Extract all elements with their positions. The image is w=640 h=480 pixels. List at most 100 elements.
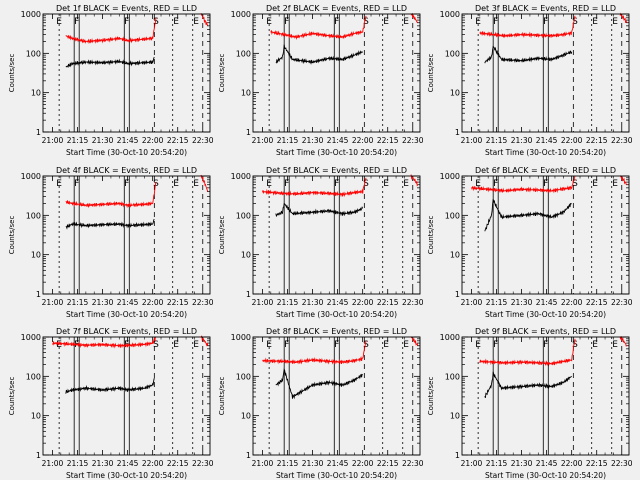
x-tick-label: 22:15 <box>377 298 399 307</box>
y-tick-label: 10 <box>241 89 251 98</box>
y-tick-label: 10 <box>450 412 460 421</box>
x-tick-label: 22:15 <box>377 136 399 145</box>
y-tick-label: 1 <box>455 128 460 137</box>
interval-marker-label: E <box>383 17 389 27</box>
x-tick-label: 22:30 <box>402 459 424 468</box>
interval-marker-label: E <box>592 179 598 189</box>
chart-panel-3: Det 3f BLACK = Events, RED = LLD Counts/s… <box>427 4 633 157</box>
x-tick-label: 21:45 <box>327 298 349 307</box>
chart-title: Det 1f BLACK = Events, RED = LLD <box>56 4 197 13</box>
chart-title: Det 9f BLACK = Events, RED = LLD <box>475 327 616 336</box>
interval-marker-label: E <box>56 17 62 27</box>
chart-panel-7: Det 7f BLACK = Events, RED = LLD Counts/s… <box>8 327 214 480</box>
y-tick-label: 10 <box>241 251 251 260</box>
x-tick-label: 22:00 <box>561 136 583 145</box>
x-tick-label: 21:15 <box>67 298 89 307</box>
chart-title: Det 2f BLACK = Events, RED = LLD <box>266 4 407 13</box>
interval-marker-label: E <box>403 17 409 27</box>
x-tick-label: 21:45 <box>536 459 558 468</box>
y-axis-label: Counts/sec <box>427 216 435 255</box>
y-tick-label: 1 <box>36 128 41 137</box>
interval-marker-label: E <box>266 17 272 27</box>
y-tick-label: 1000 <box>21 333 41 342</box>
interval-marker-label: S <box>153 17 159 27</box>
interval-marker-label: F <box>284 340 289 350</box>
interval-marker-label: E <box>173 179 179 189</box>
y-tick-label: 1000 <box>440 333 460 342</box>
x-tick-label: 21:15 <box>277 298 299 307</box>
interval-marker-label: E <box>173 340 179 350</box>
x-axis-label: Start Time (30-Oct-10 20:54:20) <box>485 310 606 319</box>
interval-marker-label: E <box>612 340 618 350</box>
interval-marker-label: E <box>383 179 389 189</box>
x-tick-label: 21:00 <box>461 298 483 307</box>
y-axis-label: Counts/sec <box>8 377 16 416</box>
interval-marker-label: F <box>284 179 289 189</box>
x-tick-label: 21:30 <box>92 136 114 145</box>
y-tick-label: 1 <box>455 451 460 460</box>
x-tick-label: 21:00 <box>42 298 64 307</box>
interval-marker-label: S <box>153 179 159 189</box>
x-tick-label: 22:15 <box>167 459 189 468</box>
lld-line <box>471 175 576 194</box>
chart-title: Det 6f BLACK = Events, RED = LLD <box>475 166 616 175</box>
x-tick-label: 22:15 <box>167 136 189 145</box>
interval-marker-label: F <box>493 340 498 350</box>
x-tick-label: 22:30 <box>611 136 633 145</box>
interval-marker-label: F <box>543 17 548 27</box>
y-tick-label: 10 <box>241 412 251 421</box>
lld-line <box>479 15 576 39</box>
interval-marker-label: F <box>124 179 129 189</box>
x-tick-label: 21:45 <box>117 298 139 307</box>
y-axis-label: Counts/sec <box>8 216 16 255</box>
plot-frame <box>42 13 211 133</box>
interval-marker-label: E <box>612 179 618 189</box>
x-tick-label: 22:30 <box>192 298 214 307</box>
y-tick-label: 1000 <box>231 172 251 181</box>
y-tick-label: 1 <box>246 128 251 137</box>
x-tick-label: 21:15 <box>277 136 299 145</box>
lld-line <box>65 17 157 44</box>
interval-marker-label: E <box>383 340 389 350</box>
x-axis-label: Start Time (30-Oct-10 20:54:20) <box>485 471 606 480</box>
chart-title: Det 5f BLACK = Events, RED = LLD <box>266 166 407 175</box>
y-tick-label: 100 <box>236 211 251 220</box>
plot-frame <box>252 13 421 133</box>
chart-panel-5: Det 5f BLACK = Events, RED = LLD Counts/s… <box>218 166 424 319</box>
plot-frame <box>252 336 421 456</box>
x-axis-label: Start Time (30-Oct-10 20:54:20) <box>66 471 187 480</box>
x-axis-label: Start Time (30-Oct-10 20:54:20) <box>276 471 397 480</box>
y-tick-label: 1000 <box>21 10 41 19</box>
interval-marker-label: F <box>334 17 339 27</box>
x-tick-label: 22:00 <box>142 136 164 145</box>
x-tick-label: 21:15 <box>486 136 508 145</box>
interval-marker-label: F <box>493 17 498 27</box>
x-tick-label: 21:30 <box>511 298 533 307</box>
x-tick-label: 21:15 <box>486 298 508 307</box>
x-axis-label: Start Time (30-Oct-10 20:54:20) <box>66 310 187 319</box>
x-tick-label: 22:00 <box>352 136 374 145</box>
y-tick-label: 100 <box>236 372 251 381</box>
events-line <box>275 367 363 400</box>
interval-marker-label: E <box>475 17 481 27</box>
interval-marker-label: F <box>334 179 339 189</box>
lld-line <box>65 181 157 209</box>
chart-panel-8: Det 8f BLACK = Events, RED = LLD Counts/s… <box>218 327 424 480</box>
x-tick-label: 22:30 <box>611 459 633 468</box>
y-tick-label: 10 <box>31 89 41 98</box>
x-tick-label: 22:30 <box>402 136 424 145</box>
interval-marker-label: S <box>572 179 578 189</box>
interval-marker-label: E <box>403 179 409 189</box>
lld-line <box>262 340 367 365</box>
x-tick-label: 21:15 <box>67 459 89 468</box>
chart-title: Det 7f BLACK = Events, RED = LLD <box>56 327 197 336</box>
x-tick-label: 21:30 <box>92 298 114 307</box>
y-tick-label: 1 <box>246 290 251 299</box>
interval-marker-label: E <box>56 179 62 189</box>
chart-title: Det 3f BLACK = Events, RED = LLD <box>475 4 616 13</box>
events-line <box>65 377 155 394</box>
chart-title: Det 4f BLACK = Events, RED = LLD <box>56 166 197 175</box>
y-tick-label: 1 <box>36 290 41 299</box>
interval-marker-label: E <box>592 17 598 27</box>
y-axis-label: Counts/sec <box>218 377 226 416</box>
